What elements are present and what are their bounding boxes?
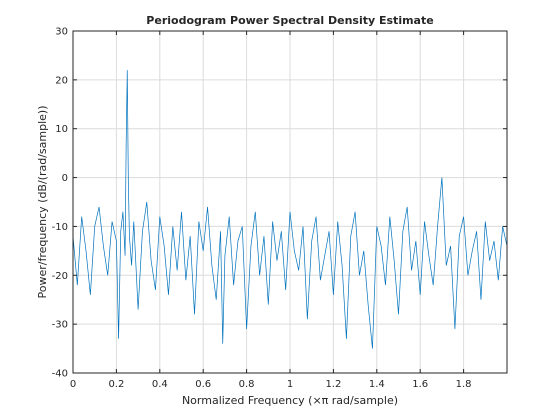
x-tick-label: 1.6 [412, 379, 428, 390]
y-axis-label: Power/frequency (dB/(rad/sample)) [36, 106, 49, 299]
y-tick-label: 20 [55, 75, 68, 86]
x-tick-label: 1 [287, 379, 293, 390]
x-axis-ticks: 0 0.2 0.4 0.6 0.8 1 1.2 1.4 1.6 1.8 [70, 31, 472, 390]
x-axis-label: Normalized Frequency (×π rad/sample) [182, 394, 398, 407]
x-tick-label: 1.8 [456, 379, 472, 390]
x-tick-label: 0.4 [152, 379, 168, 390]
y-tick-label: 10 [55, 124, 68, 135]
x-tick-label: 1.4 [369, 379, 385, 390]
y-tick-label: -10 [52, 222, 68, 233]
chart-title: Periodogram Power Spectral Density Estim… [146, 14, 433, 27]
x-tick-label: 0.2 [108, 379, 124, 390]
y-tick-label: 30 [55, 27, 68, 38]
x-tick-label: 0 [70, 379, 76, 390]
psd-series-line [72, 70, 508, 349]
x-tick-label: 0.8 [239, 379, 255, 390]
y-axis-ticks: -40 -30 -20 -10 0 10 20 30 [52, 27, 507, 380]
x-tick-label: 1.2 [325, 379, 341, 390]
y-tick-label: -20 [52, 271, 68, 282]
y-tick-label: 0 [62, 173, 68, 184]
x-tick-label: 0.6 [195, 379, 211, 390]
y-tick-label: -40 [52, 369, 68, 380]
y-tick-label: -30 [52, 320, 68, 331]
